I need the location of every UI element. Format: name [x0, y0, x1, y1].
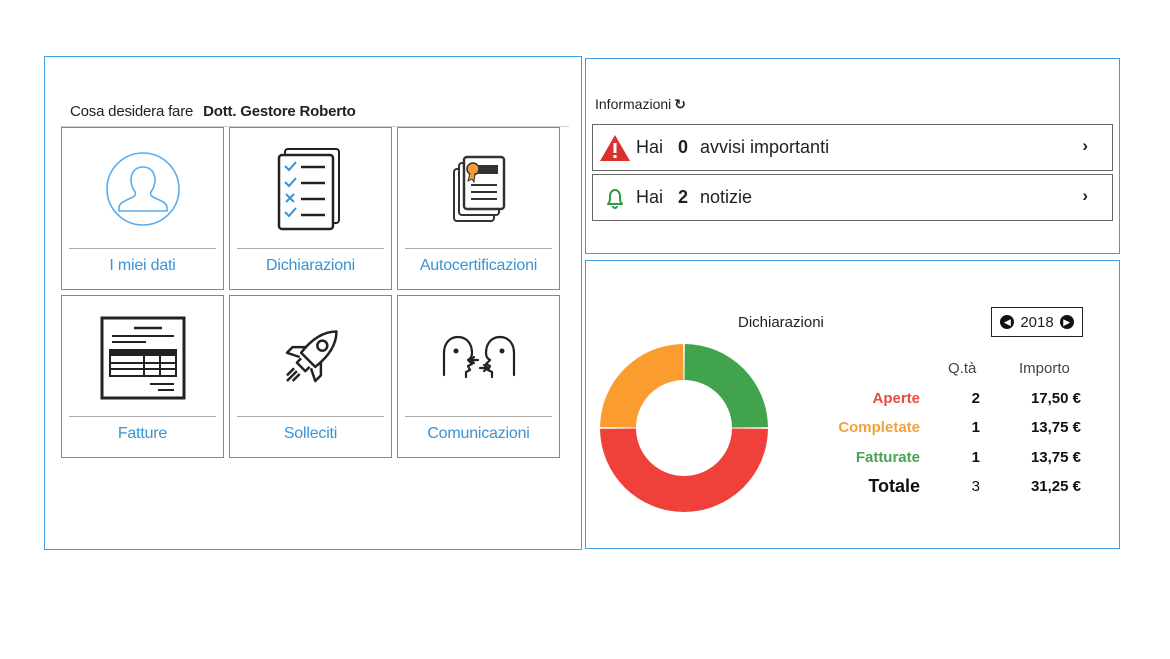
- year-value: 2018: [1020, 313, 1054, 331]
- previous-year-icon[interactable]: ◀: [1000, 315, 1015, 329]
- tile-divider: [405, 248, 552, 249]
- warning-icon: [598, 133, 632, 163]
- row-amount: 13,75 €: [1030, 449, 1081, 466]
- refresh-icon[interactable]: ↻: [674, 96, 686, 112]
- column-header-amount: Importo: [1019, 360, 1070, 377]
- row-amount: 31,25 €: [1030, 478, 1081, 495]
- tile-comunicazioni[interactable]: Comunicazioni: [397, 295, 560, 458]
- declarations-panel: Dichiarazioni ◀ 2018 ▶ Q.tà Importo Aper…: [585, 260, 1120, 549]
- tile-label: I miei dati: [109, 257, 176, 274]
- user-name: Dott. Gestore Roberto: [203, 103, 356, 120]
- info-panel: Informazioni ↻ Hai 0 avvisi importanti › …: [585, 58, 1120, 254]
- chevron-right-icon: ›: [1082, 136, 1088, 155]
- divider: [61, 126, 569, 127]
- notice-news[interactable]: Hai 2 notizie ›: [592, 174, 1113, 221]
- tile-divider: [69, 248, 216, 249]
- tile-autocertificazioni[interactable]: Autocertificazioni: [397, 127, 560, 290]
- checklist-icon: [230, 136, 391, 242]
- year-selector: ◀ 2018 ▶: [991, 307, 1083, 337]
- tile-label: Comunicazioni: [427, 425, 530, 442]
- tile-divider: [69, 416, 216, 417]
- column-header-qty: Q.tà: [948, 360, 977, 377]
- donut-slice-completate: [600, 344, 684, 428]
- bell-icon: [598, 183, 632, 213]
- notice-count: 2: [678, 187, 689, 207]
- tile-divider: [405, 416, 552, 417]
- row-label: Fatturate: [855, 449, 920, 466]
- tile-label: Dichiarazioni: [266, 257, 355, 274]
- chevron-right-icon: ›: [1082, 186, 1088, 205]
- tile-dichiarazioni[interactable]: Dichiarazioni: [229, 127, 392, 290]
- donut-slice-fatturate: [684, 344, 768, 428]
- row-amount: 13,75 €: [1030, 419, 1081, 436]
- greeting-prompt: Cosa desidera fare: [70, 103, 194, 120]
- invoice-icon: [62, 304, 223, 410]
- info-title: Informazioni ↻: [595, 96, 686, 113]
- tile-label: Autocertificazioni: [419, 257, 538, 274]
- row-qty: 2: [971, 390, 980, 407]
- tile-divider: [237, 248, 384, 249]
- certificate-documents-icon: [398, 136, 559, 242]
- conversation-icon: [398, 304, 559, 410]
- tile-divider: [237, 416, 384, 417]
- tile-fatture[interactable]: Fatture: [61, 295, 224, 458]
- declarations-donut-chart: [600, 344, 768, 513]
- next-year-icon[interactable]: ▶: [1059, 315, 1074, 329]
- rocket-icon: [230, 304, 391, 410]
- notice-text: notizie: [700, 187, 753, 207]
- tile-solleciti[interactable]: Solleciti: [229, 295, 392, 458]
- actions-panel: Cosa desidera fare Dott. Gestore Roberto …: [44, 56, 582, 550]
- notice-text: avvisi importanti: [700, 137, 830, 157]
- user-profile-icon: [62, 136, 223, 242]
- declarations-title: Dichiarazioni: [738, 314, 824, 331]
- notice-prefix: Hai: [636, 137, 664, 157]
- info-title-text: Informazioni: [595, 96, 672, 112]
- row-label: Totale: [868, 476, 920, 496]
- tile-label: Fatture: [117, 425, 168, 442]
- tile-i-miei-dati[interactable]: I miei dati: [61, 127, 224, 290]
- row-label: Completate: [838, 419, 920, 436]
- row-amount: 17,50 €: [1030, 390, 1081, 407]
- row-qty: 1: [971, 449, 980, 466]
- row-qty: 1: [971, 419, 980, 436]
- notice-count: 0: [678, 137, 689, 157]
- greeting: Cosa desidera fare Dott. Gestore Roberto: [70, 103, 356, 120]
- notice-prefix: Hai: [636, 187, 664, 207]
- notice-important-alerts[interactable]: Hai 0 avvisi importanti ›: [592, 124, 1113, 171]
- row-label: Aperte: [872, 390, 920, 407]
- donut-slice-aperte: [600, 428, 768, 513]
- tile-label: Solleciti: [283, 425, 338, 442]
- row-qty: 3: [971, 478, 980, 495]
